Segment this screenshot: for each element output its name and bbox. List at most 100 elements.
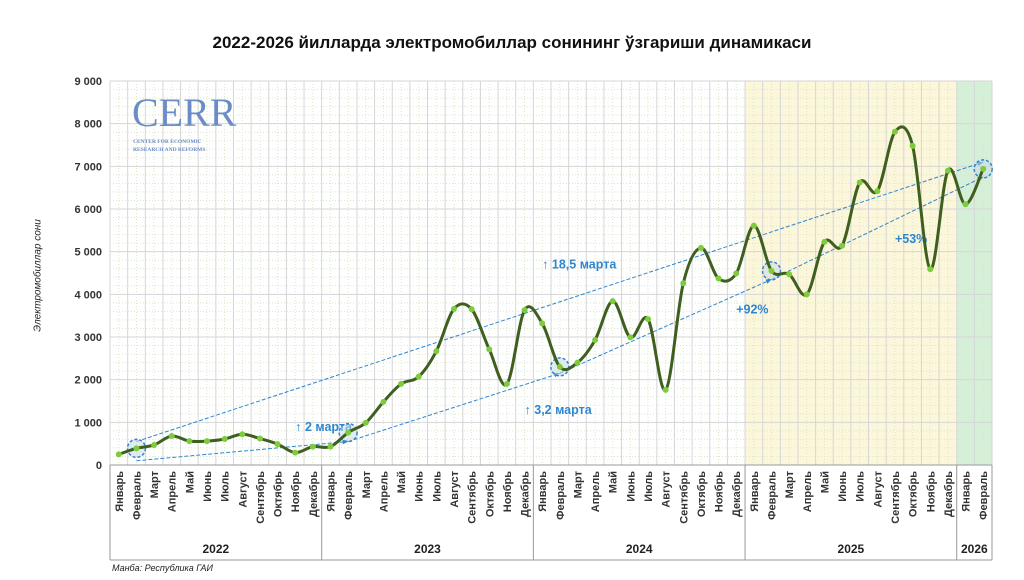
- data-point: [909, 142, 916, 149]
- y-tick-label: 1 000: [74, 417, 102, 429]
- trend-label: ↑ 18,5 марта: [542, 258, 617, 272]
- data-point: [186, 438, 193, 445]
- data-point: [521, 307, 528, 314]
- data-point: [362, 419, 369, 426]
- trend-label: +92%: [736, 303, 768, 317]
- y-tick-label: 3 000: [74, 332, 102, 344]
- data-point: [715, 275, 722, 282]
- data-point: [874, 188, 881, 195]
- x-tick-label: Февраль: [767, 471, 779, 520]
- x-tick-label: Июнь: [625, 471, 637, 502]
- y-tick-label: 2 000: [74, 375, 102, 387]
- data-point: [415, 373, 422, 380]
- x-tick-label: Август: [449, 470, 461, 507]
- data-point: [891, 128, 898, 135]
- trend-label: ↑ 2 марта: [295, 420, 353, 434]
- data-point: [115, 451, 122, 458]
- x-tick-label: Август: [661, 470, 673, 507]
- trend-line: [771, 176, 984, 280]
- data-point: [592, 336, 599, 343]
- y-tick-label: 4 000: [74, 289, 102, 301]
- data-point: [627, 334, 634, 341]
- data-point: [133, 445, 140, 452]
- x-tick-label: Июль: [643, 471, 655, 502]
- x-tick-label: Декабрь: [520, 471, 532, 517]
- x-tick-label: Ноябрь: [290, 471, 302, 512]
- data-point: [327, 443, 334, 450]
- data-point: [680, 280, 687, 287]
- data-point: [821, 238, 828, 245]
- x-tick-label: Декабрь: [308, 471, 320, 517]
- data-point: [539, 320, 546, 327]
- x-tick-label: Март: [361, 470, 373, 498]
- data-point: [256, 435, 263, 442]
- trend-arrowhead: [342, 439, 349, 445]
- year-label: 2025: [838, 542, 865, 556]
- data-point: [927, 266, 934, 273]
- chart-title: 2022-2026 йилларда электромобиллар сонин…: [212, 33, 812, 52]
- data-point: [750, 222, 757, 229]
- x-tick-label: Апрель: [590, 471, 602, 512]
- x-tick-label: Январь: [326, 471, 338, 512]
- x-tick-label: Декабрь: [943, 471, 955, 517]
- data-point: [697, 244, 704, 251]
- trend-line: [559, 278, 772, 374]
- x-tick-label: Ноябрь: [925, 471, 937, 512]
- x-tick-label: Июль: [855, 471, 867, 502]
- data-point: [556, 363, 563, 370]
- trend-line: [136, 161, 984, 443]
- data-point: [944, 167, 951, 174]
- data-point: [380, 398, 387, 405]
- x-tick-label: Октябрь: [908, 471, 920, 517]
- x-tick-label: Сентябрь: [890, 471, 902, 524]
- data-point: [574, 359, 581, 366]
- y-tick-label: 8 000: [74, 119, 102, 131]
- data-point: [786, 271, 793, 278]
- x-tick-label: Май: [396, 471, 408, 493]
- year-label: 2023: [414, 542, 441, 556]
- trend-label: +53%: [895, 232, 927, 246]
- data-point: [433, 348, 440, 355]
- x-tick-label: Август: [872, 470, 884, 507]
- data-point: [503, 380, 510, 387]
- x-tick-label: Январь: [749, 471, 761, 512]
- data-point: [839, 242, 846, 249]
- year-label: 2026: [961, 542, 988, 556]
- y-tick-label: 5 000: [74, 247, 102, 259]
- x-tick-label: Июнь: [414, 471, 426, 502]
- x-tick-label: Октябрь: [696, 471, 708, 517]
- data-point: [345, 429, 352, 436]
- y-tick-label: 7 000: [74, 161, 102, 173]
- x-tick-label: Июль: [220, 471, 232, 502]
- x-tick-label: Февраль: [131, 471, 143, 520]
- data-point: [645, 316, 652, 323]
- x-tick-label: Декабрь: [731, 471, 743, 517]
- x-tick-label: Февраль: [555, 471, 567, 520]
- x-tick-label: Сентябрь: [467, 471, 479, 524]
- data-point: [468, 306, 475, 313]
- data-point: [168, 432, 175, 439]
- x-tick-label: Ноябрь: [502, 471, 514, 512]
- x-tick-label: Январь: [961, 471, 973, 512]
- data-point: [398, 380, 405, 387]
- data-point: [856, 179, 863, 186]
- logo-text: CERR: [132, 90, 237, 135]
- x-tick-label: Апрель: [378, 471, 390, 512]
- x-tick-label: Апрель: [802, 471, 814, 512]
- data-point: [609, 298, 616, 305]
- data-point: [486, 346, 493, 353]
- year-label: 2024: [626, 542, 653, 556]
- x-tick-label: Сентябрь: [678, 471, 690, 524]
- data-point: [450, 305, 457, 312]
- x-tick-label: Ноябрь: [714, 471, 726, 512]
- x-tick-label: Март: [784, 470, 796, 498]
- data-point: [962, 201, 969, 208]
- year-label: 2022: [202, 542, 229, 556]
- x-tick-label: Январь: [537, 471, 549, 512]
- x-tick-label: Сентябрь: [255, 471, 267, 524]
- data-point: [733, 270, 740, 277]
- data-point: [768, 267, 775, 274]
- x-tick-label: Март: [149, 470, 161, 498]
- data-point: [204, 438, 211, 445]
- x-tick-label: Октябрь: [484, 471, 496, 517]
